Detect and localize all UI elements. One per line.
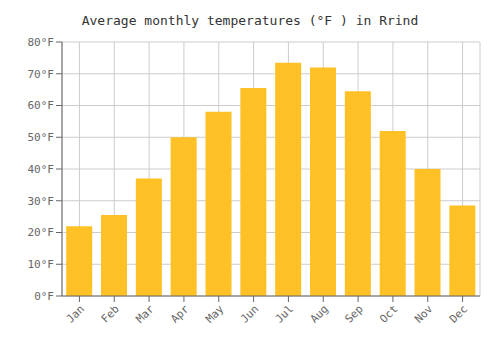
svg-text:Jun: Jun [238, 302, 261, 325]
svg-text:Sep: Sep [342, 302, 365, 325]
svg-text:Aug: Aug [308, 302, 331, 325]
html-text:Average monthly temperatures (: Average monthly temperatures (°F ) in Rr… [81, 13, 419, 28]
svg-text:70°F: 70°F [28, 68, 55, 81]
svg-text:80°F: 80°F [28, 36, 55, 49]
svg-text:40°F: 40°F [28, 163, 55, 176]
svg-text:Jul: Jul [273, 302, 296, 325]
svg-text:20°F: 20°F [28, 226, 55, 239]
svg-text:May: May [203, 302, 227, 326]
svg-text:Feb: Feb [99, 302, 122, 325]
svg-text:Oct: Oct [377, 302, 400, 325]
svg-text:Dec: Dec [447, 302, 470, 325]
svg-text:0°F: 0°F [34, 290, 54, 303]
svg-text:50°F: 50°F [28, 131, 55, 144]
svg-text:Mar: Mar [133, 302, 157, 326]
svg-text:60°F: 60°F [28, 99, 55, 112]
svg-text:Nov: Nov [412, 302, 436, 326]
svg-text:Jan: Jan [64, 302, 87, 325]
svg-text:10°F: 10°F [28, 258, 55, 271]
svg-text:30°F: 30°F [28, 195, 55, 208]
svg-text:Apr: Apr [168, 302, 192, 326]
